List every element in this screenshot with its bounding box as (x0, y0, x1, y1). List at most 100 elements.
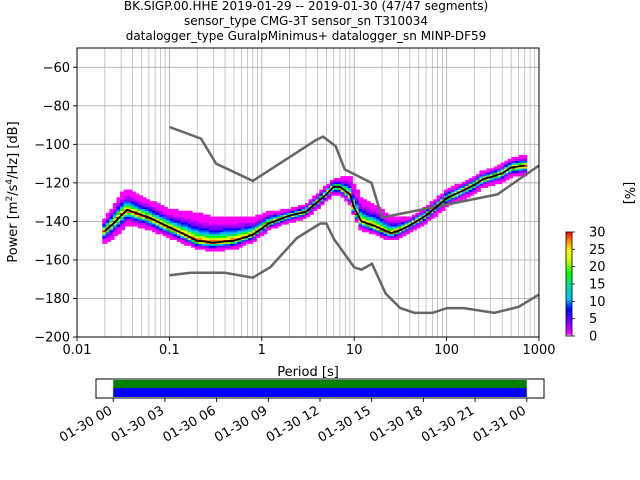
heatmap-cell (130, 193, 136, 196)
heatmap-cell (212, 243, 218, 246)
heatmap-cell (394, 228, 400, 231)
heatmap-cell (137, 208, 143, 212)
heatmap-cell (436, 201, 442, 204)
heatmap-cell (219, 237, 225, 241)
heatmap-cell (162, 231, 168, 235)
colorbar-gradient (565, 231, 573, 337)
heatmap-cell (180, 241, 186, 244)
heatmap-cell (155, 230, 161, 233)
heatmap-cell (166, 233, 172, 237)
heatmap-cell (241, 228, 247, 231)
heatmap-cell (155, 226, 161, 229)
heatmap-cell (429, 212, 435, 215)
heatmap-cell (458, 197, 464, 200)
heatmap-cell (123, 214, 129, 217)
heatmap-cell (383, 237, 389, 241)
heatmap-cell (219, 216, 225, 219)
heatmap-cell (518, 172, 524, 175)
heatmap-cell (109, 226, 115, 229)
heatmap-cell (109, 218, 115, 221)
heatmap-cell (166, 208, 172, 212)
heatmap-cell (223, 245, 229, 248)
heatmap-cell (354, 208, 361, 212)
heatmap-cell (173, 235, 179, 239)
heatmap-cell (148, 206, 154, 210)
heatmap-cell (301, 212, 307, 215)
heatmap-cell (201, 237, 208, 241)
heatmap-cell (169, 226, 175, 229)
heatmap-cell (255, 233, 261, 237)
heatmap-cell (176, 235, 183, 239)
heatmap-cell (166, 222, 172, 225)
heatmap-cell (447, 189, 453, 192)
heatmap-cell (369, 216, 375, 219)
heatmap-cell (233, 220, 240, 223)
heatmap-cell (465, 189, 471, 192)
heatmap-cell (347, 191, 353, 194)
heatmap-cell (173, 210, 179, 214)
heatmap-cell (205, 239, 211, 242)
heatmap-cell (362, 222, 368, 225)
heatmap-cell (376, 233, 382, 237)
heatmap-cell (354, 216, 361, 219)
heatmap-cell (120, 201, 126, 204)
heatmap-cell (347, 176, 353, 179)
heatmap-cell (205, 218, 211, 221)
heatmap-cell (337, 181, 343, 185)
heatmap-cell (191, 218, 197, 221)
heatmap-cell (255, 218, 261, 221)
heatmap-cell (244, 226, 250, 229)
heatmap-cell (105, 235, 111, 239)
heatmap-cell (386, 235, 393, 239)
heatmap-cell (155, 224, 161, 227)
heatmap-cell (383, 233, 389, 237)
heatmap-cell (105, 212, 111, 215)
heatmap-cell (319, 191, 325, 194)
heatmap-cell (112, 203, 119, 206)
heatmap-cell (280, 222, 286, 225)
heatmap-cell (383, 224, 389, 227)
heatmap-cell (180, 216, 186, 219)
heatmap-cell (219, 230, 225, 233)
heatmap-cell (155, 216, 161, 219)
heatmap-cell (297, 216, 304, 219)
heatmap-cell (386, 218, 393, 221)
heatmap-cell (205, 245, 211, 248)
heatmap-cell (198, 245, 204, 248)
heatmap-cell (191, 230, 197, 233)
heatmap-cell (372, 216, 378, 219)
heatmap-cell (127, 222, 133, 225)
heatmap-cell (194, 222, 200, 225)
heatmap-cell (472, 191, 478, 194)
heatmap-cell (369, 230, 375, 233)
heatmap-cell (198, 220, 204, 223)
heatmap-cell (418, 220, 425, 223)
heatmap-cell (184, 237, 190, 241)
heatmap-cell (223, 216, 229, 219)
heatmap-cell (404, 220, 410, 223)
x-tick-label: 1000 (522, 343, 555, 358)
heatmap-cell (127, 199, 133, 202)
heatmap-cell (116, 212, 122, 215)
heatmap-cell (102, 235, 108, 239)
heatmap-cell (454, 183, 460, 187)
heatmap-cell (486, 179, 492, 183)
heatmap-cell (394, 224, 400, 227)
heatmap-cell (515, 156, 521, 160)
heatmap-cell (511, 170, 517, 173)
heatmap-cell (127, 191, 133, 194)
heatmap-cell (184, 216, 190, 219)
heatmap-cell (102, 218, 108, 221)
heatmap-cell (401, 230, 407, 233)
heatmap-cell (447, 191, 453, 194)
heatmap-cell (287, 216, 293, 219)
heatmap-cell (283, 212, 289, 215)
heatmap-cell (219, 218, 225, 221)
y-tick-label: −160 (34, 253, 70, 268)
heatmap-cell (173, 222, 179, 225)
heatmap-cell (522, 154, 528, 158)
heatmap-cell (176, 239, 183, 242)
heatmap-cell (216, 220, 222, 223)
heatmap-cell (244, 241, 250, 244)
colorbar-tick-label: 0 (589, 330, 597, 345)
